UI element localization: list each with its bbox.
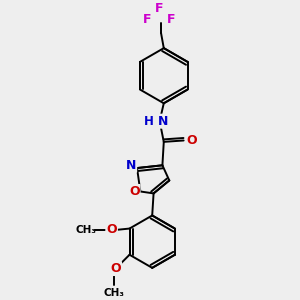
Text: F: F: [143, 13, 152, 26]
Text: F: F: [167, 13, 175, 26]
Text: CH₃: CH₃: [104, 287, 125, 298]
Text: O: O: [129, 185, 140, 198]
Text: CH₃: CH₃: [76, 225, 97, 235]
Text: N: N: [158, 115, 168, 128]
Text: N: N: [126, 159, 136, 172]
Text: F: F: [154, 2, 163, 15]
Text: O: O: [186, 134, 197, 147]
Text: O: O: [106, 224, 117, 236]
Text: H: H: [144, 115, 154, 128]
Text: O: O: [110, 262, 121, 275]
